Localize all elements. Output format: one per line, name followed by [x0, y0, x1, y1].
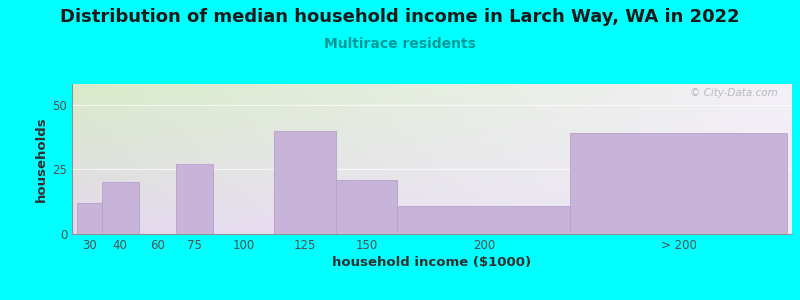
Text: © City-Data.com: © City-Data.com	[690, 88, 778, 98]
X-axis label: household income ($1000): household income ($1000)	[333, 256, 531, 269]
Bar	[102, 182, 138, 234]
Text: Distribution of median household income in Larch Way, WA in 2022: Distribution of median household income …	[60, 8, 740, 26]
Bar	[570, 133, 787, 234]
Bar	[336, 180, 398, 234]
Bar	[398, 206, 570, 234]
Bar	[77, 203, 102, 234]
Bar	[175, 164, 213, 234]
Y-axis label: households: households	[35, 116, 48, 202]
Text: Multirace residents: Multirace residents	[324, 38, 476, 52]
Bar	[274, 130, 336, 234]
